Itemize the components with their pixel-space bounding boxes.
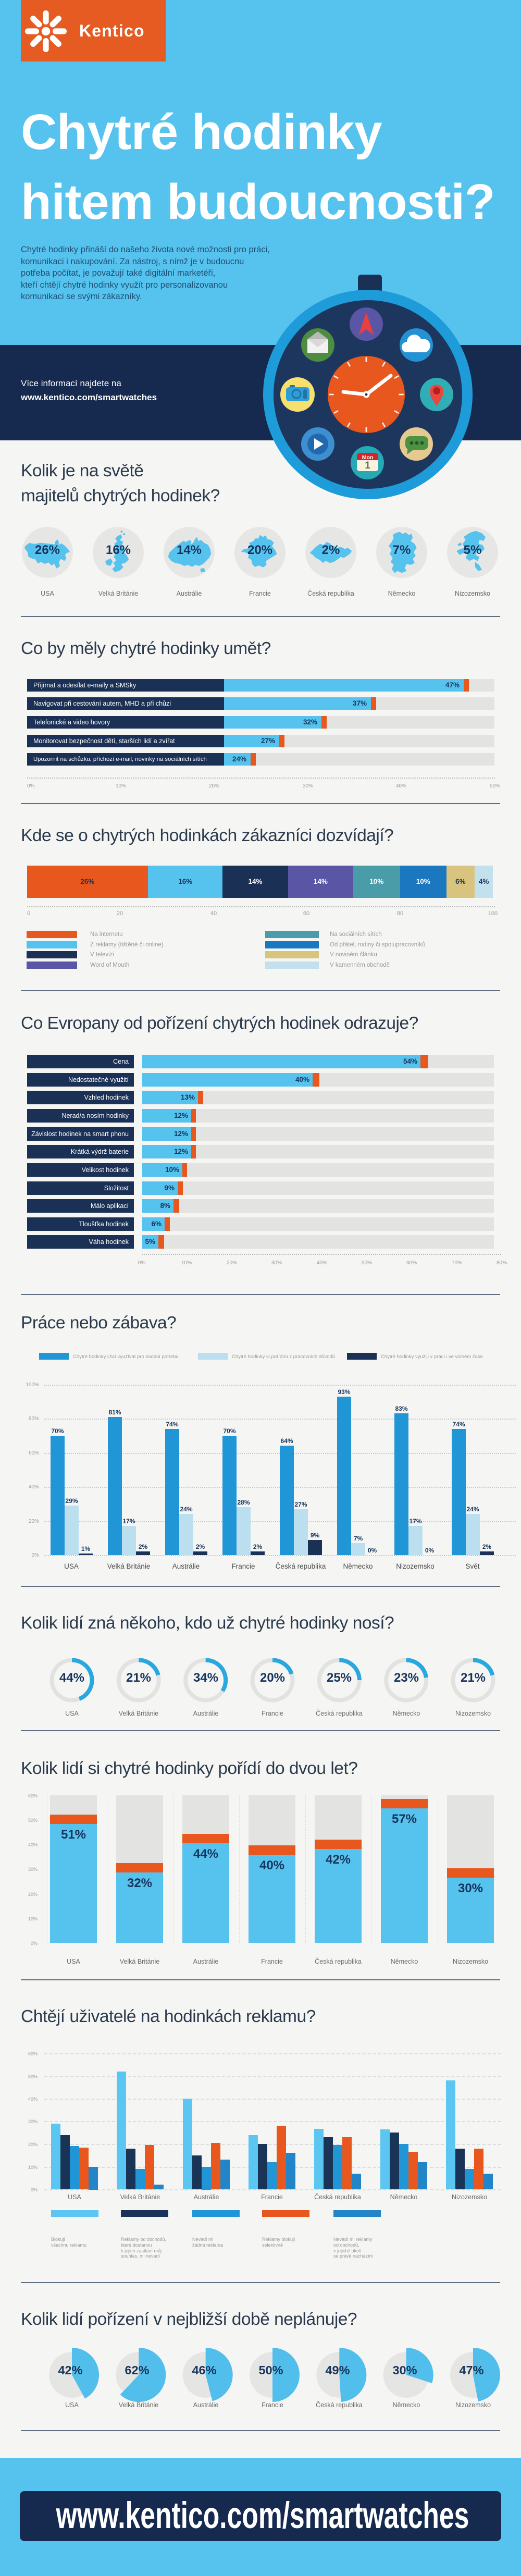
svg-text:Mon: Mon: [362, 454, 374, 461]
svg-text:1: 1: [365, 460, 370, 471]
